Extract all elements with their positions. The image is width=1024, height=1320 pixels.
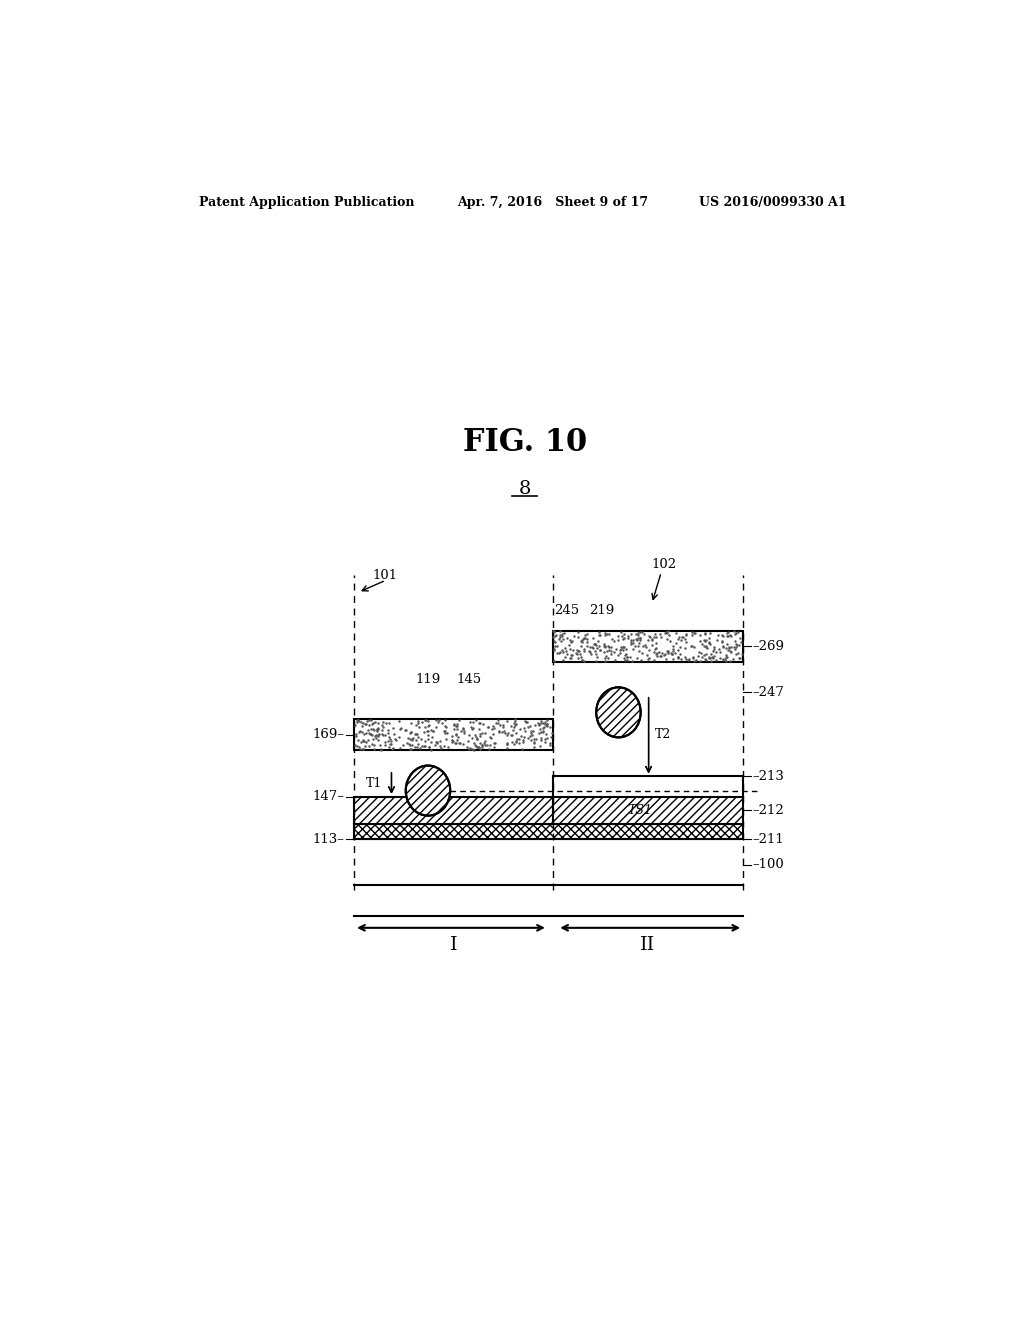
Text: –247: –247: [753, 685, 784, 698]
Bar: [553, 797, 743, 824]
Text: –212: –212: [753, 804, 784, 817]
Text: –100: –100: [753, 858, 784, 871]
Text: 8: 8: [518, 479, 531, 498]
Text: I: I: [450, 936, 457, 954]
Bar: [553, 631, 743, 661]
Ellipse shape: [596, 688, 641, 738]
Text: Apr. 7, 2016   Sheet 9 of 17: Apr. 7, 2016 Sheet 9 of 17: [458, 195, 648, 209]
Bar: [354, 719, 553, 750]
Text: 145: 145: [457, 673, 482, 686]
Bar: [354, 824, 743, 840]
Ellipse shape: [406, 766, 451, 816]
Text: 101: 101: [373, 569, 397, 582]
Text: T2: T2: [655, 727, 671, 741]
Text: –211: –211: [753, 833, 784, 846]
Bar: [354, 824, 743, 840]
Text: –213: –213: [753, 770, 784, 783]
Text: 219: 219: [589, 605, 614, 618]
Bar: [553, 797, 743, 824]
Text: 147–: 147–: [312, 791, 345, 803]
Text: FIG. 10: FIG. 10: [463, 428, 587, 458]
Bar: [354, 797, 553, 824]
Text: 169–: 169–: [312, 729, 345, 742]
Bar: [354, 797, 553, 824]
Text: US 2016/0099330 A1: US 2016/0099330 A1: [699, 195, 847, 209]
Text: Patent Application Publication: Patent Application Publication: [200, 195, 415, 209]
Text: II: II: [640, 936, 655, 954]
Text: TS1: TS1: [628, 804, 652, 817]
Text: 119: 119: [416, 673, 440, 686]
Text: 113–: 113–: [312, 833, 345, 846]
Text: –269: –269: [753, 640, 784, 653]
Text: T1: T1: [366, 777, 382, 789]
Text: 102: 102: [652, 558, 677, 572]
Text: 245: 245: [554, 605, 580, 618]
